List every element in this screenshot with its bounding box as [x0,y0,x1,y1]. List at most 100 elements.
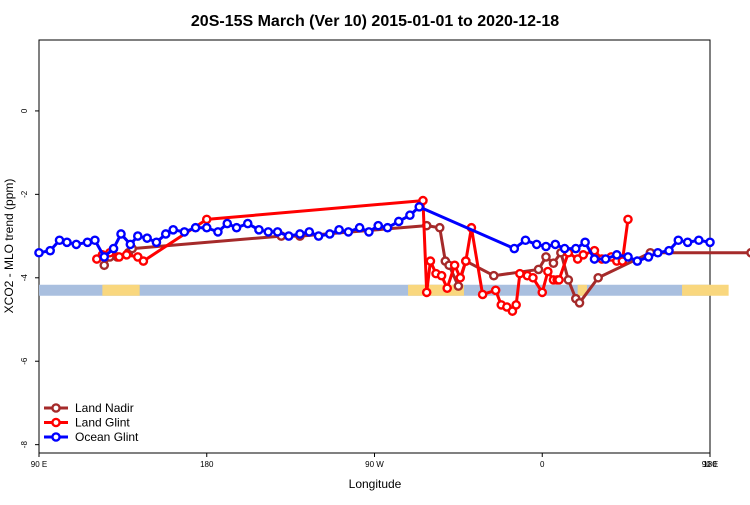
x-tick-label: 90 E [702,460,718,469]
data-point [343,227,354,237]
data-point [571,243,581,254]
data-point [623,214,633,225]
data-point [168,225,178,235]
x-tick-label: 0 [540,460,545,469]
data-point [461,256,471,266]
legend-item: Land Glint [44,416,130,430]
data-point [99,260,110,271]
y-axis-ticks: 0 -2 -4 -6 -8 [20,108,39,448]
data-point [373,220,384,231]
data-point [62,237,72,248]
data-point [254,225,264,235]
series-ocean-glint [34,202,715,266]
data-point [580,237,590,248]
legend-swatch-marker [51,417,61,428]
legend-label: Ocean Glint [75,430,139,444]
data-point [490,285,501,296]
data-point [436,270,447,281]
data-point [537,287,548,298]
legend-item: Land Nadir [44,401,134,415]
data-point [425,256,436,266]
y-tick-label: 0 [20,108,29,113]
data-point [541,241,551,252]
data-point [138,256,149,266]
data-point [201,214,212,225]
legend-item: Ocean Glint [44,430,139,444]
data-point [364,227,374,237]
data-point [528,272,538,283]
data-point [623,252,633,262]
data-point [694,235,704,246]
data-point [520,235,531,246]
data-point [589,254,600,264]
x-tick-label: 90 E [31,460,47,469]
data-point [488,270,499,281]
data-point [414,202,425,212]
data-point [455,272,466,283]
data-point [543,266,553,277]
series-layer [34,195,750,316]
data-point [142,233,152,243]
x-tick-label: 180 [200,460,214,469]
data-point [108,243,119,254]
data-point [563,275,574,285]
data-point [125,239,136,250]
data-point [442,283,452,294]
data-point [213,227,223,237]
data-point [334,225,344,235]
data-point [548,258,559,268]
data-point [114,252,124,262]
data-point [34,247,44,258]
data-point [421,287,432,298]
data-point [533,264,544,275]
data-point [354,222,365,233]
data-point [90,235,100,246]
data-point [179,227,190,237]
data-point [453,281,464,291]
series-land-glint [91,195,633,316]
data-point [449,260,460,271]
data-point [515,268,525,279]
y-tick-label: -8 [20,441,29,449]
x-tick-label: 90 W [365,460,384,469]
data-point [151,237,162,248]
data-point [509,243,520,254]
data-point [54,235,65,246]
data-point [600,254,611,264]
data-point [550,239,561,250]
data-point [382,222,393,233]
data-point [511,300,521,310]
data-point [201,222,212,233]
data-point [578,250,589,260]
x-tick-label: 180 [703,460,717,469]
data-point [242,218,253,229]
data-point [190,222,201,233]
data-point [673,235,684,246]
data-point [295,229,305,239]
data-point [272,227,283,237]
data-point [116,229,126,239]
data-point [477,289,488,300]
y-tick-label: -6 [20,357,29,365]
data-point [559,243,570,254]
data-point [45,245,55,256]
legend-label: Land Nadir [75,401,134,415]
data-point [746,248,750,258]
data-point [121,250,132,260]
data-point [222,218,233,229]
data-point [653,247,663,258]
data-point [263,227,274,237]
data-point [531,239,542,250]
data-point [632,256,643,266]
legend-swatch-marker [51,432,61,442]
data-point [324,229,335,239]
data-point [405,210,415,221]
legend-swatch-marker [51,403,61,413]
y-tick-label: -4 [20,274,29,282]
data-point [160,229,171,239]
data-point [132,231,143,241]
data-point [682,237,693,248]
data-point [705,237,715,248]
y-axis-label: XCO2 - MLO trend (ppm) [2,179,16,314]
